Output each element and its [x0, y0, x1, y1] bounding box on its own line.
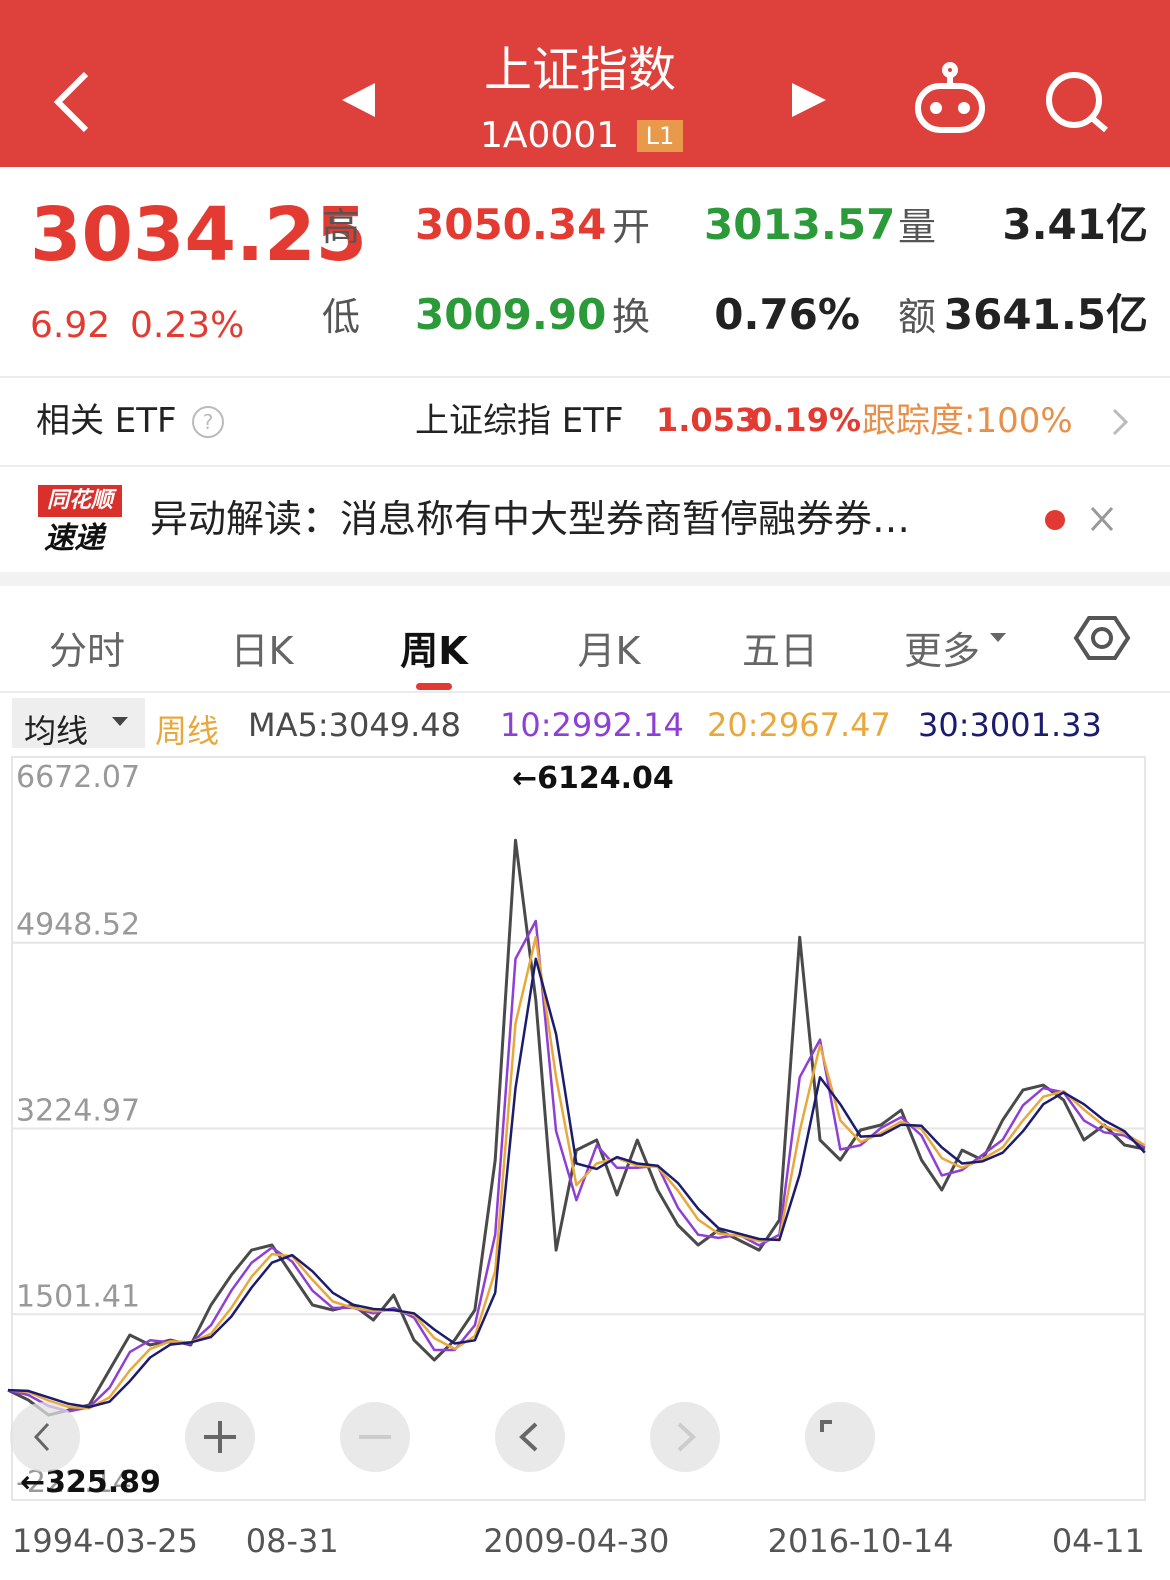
legend-entry: MA5:3049.48	[248, 706, 461, 744]
chevron[interactable]	[1108, 404, 1132, 440]
zoom-out-all-button[interactable]	[10, 1402, 80, 1472]
field-value: 3.41亿	[1002, 200, 1148, 249]
series-line	[7, 935, 1146, 1410]
x-tick-label: 1994-03-25	[12, 1522, 198, 1560]
prev-button[interactable]	[342, 83, 375, 117]
change: 6.92	[30, 305, 111, 346]
next-button[interactable]	[792, 83, 826, 117]
news-text[interactable]: 异动解读：消息称有中大型券商暂停融券券…	[150, 500, 911, 538]
header-bar	[0, 0, 1170, 167]
y-tick-label: 4948.52	[16, 908, 140, 943]
field-label: 低	[322, 295, 361, 339]
y-tick-label: 1501.41	[16, 1279, 140, 1314]
field-value: 3009.90	[415, 290, 607, 339]
field-value: 3641.5亿	[943, 290, 1148, 339]
max-annotation: ←6124.04	[512, 761, 674, 796]
price: 3034.25	[30, 192, 368, 278]
back-button[interactable]	[53, 71, 89, 133]
tab[interactable]: 更多	[903, 629, 981, 673]
divider	[0, 691, 1170, 693]
tab[interactable]: 分时	[48, 629, 126, 673]
fullscreen-button[interactable]	[805, 1402, 875, 1472]
etf-price: 1.053	[656, 401, 758, 439]
header-title: 上证指数	[483, 42, 677, 98]
field-value: 3050.34	[415, 200, 607, 249]
scroll-right-button[interactable]	[650, 1402, 720, 1472]
field-label: 换	[612, 295, 651, 339]
button-icons	[33, 1420, 832, 1453]
help-icon[interactable]: ?	[190, 404, 226, 440]
etf-tracking: 跟踪度:100%	[862, 401, 1073, 441]
field-label: 额	[898, 295, 937, 339]
series-line	[7, 919, 1146, 1413]
section-gap	[0, 572, 1170, 586]
level-badge: L1	[637, 120, 683, 152]
indicator-selector[interactable]: 均线	[24, 712, 89, 750]
field-value: 0.76%	[714, 290, 860, 339]
tab[interactable]: 月K	[577, 629, 641, 673]
divider	[0, 376, 1170, 378]
legend-entry: 30:3001.33	[918, 706, 1102, 744]
robot-button[interactable]	[915, 62, 985, 133]
settings-button[interactable]	[1072, 608, 1132, 668]
y-tick-label: 6672.07	[16, 760, 140, 795]
scroll-left-button[interactable]	[495, 1402, 565, 1472]
etf-label: 相关 ETF	[36, 401, 177, 441]
news-logo: 速递	[44, 521, 104, 556]
legend-entry: 20:2967.47	[707, 706, 891, 744]
tab[interactable]: 五日	[741, 629, 819, 673]
svg-text:?: ?	[203, 410, 214, 434]
search-button[interactable]	[1046, 72, 1108, 133]
field-label: 高	[322, 205, 361, 249]
x-axis-band	[0, 1502, 1170, 1580]
period-label: 周线	[155, 712, 220, 750]
tab-active[interactable]: 周K	[400, 629, 468, 673]
news-logo: 同花顺	[38, 485, 122, 517]
dropdown-arrow	[990, 633, 1006, 642]
tab-indicator	[416, 683, 452, 690]
tab[interactable]: 日K	[230, 629, 294, 673]
change-pct: 0.23%	[130, 305, 245, 346]
x-tick-label: 04-11	[1052, 1522, 1145, 1560]
legend-entry: 10:2992.14	[500, 706, 684, 744]
etf-pct: 0.19%	[750, 401, 862, 439]
close-button[interactable]	[1090, 506, 1114, 532]
x-tick-label: 08-31	[246, 1522, 339, 1560]
field-value: 3013.57	[704, 200, 896, 249]
x-tick-label: 2009-04-30	[483, 1522, 669, 1560]
min-annotation: ←325.89	[20, 1465, 161, 1500]
divider	[0, 465, 1170, 467]
etf-name[interactable]: 上证综指 ETF	[415, 401, 624, 441]
header-code: 1A0001	[480, 115, 620, 156]
news-controls	[1045, 506, 1114, 532]
x-tick-label: 2016-10-14	[768, 1522, 954, 1560]
y-tick-label: 3224.97	[16, 1093, 140, 1128]
header-icons	[53, 62, 1108, 133]
field-label: 开	[612, 205, 651, 249]
dropdown-arrow	[112, 717, 128, 726]
series-line	[7, 957, 1146, 1409]
indicator-box[interactable]	[12, 698, 145, 748]
field-label: 量	[898, 205, 937, 249]
